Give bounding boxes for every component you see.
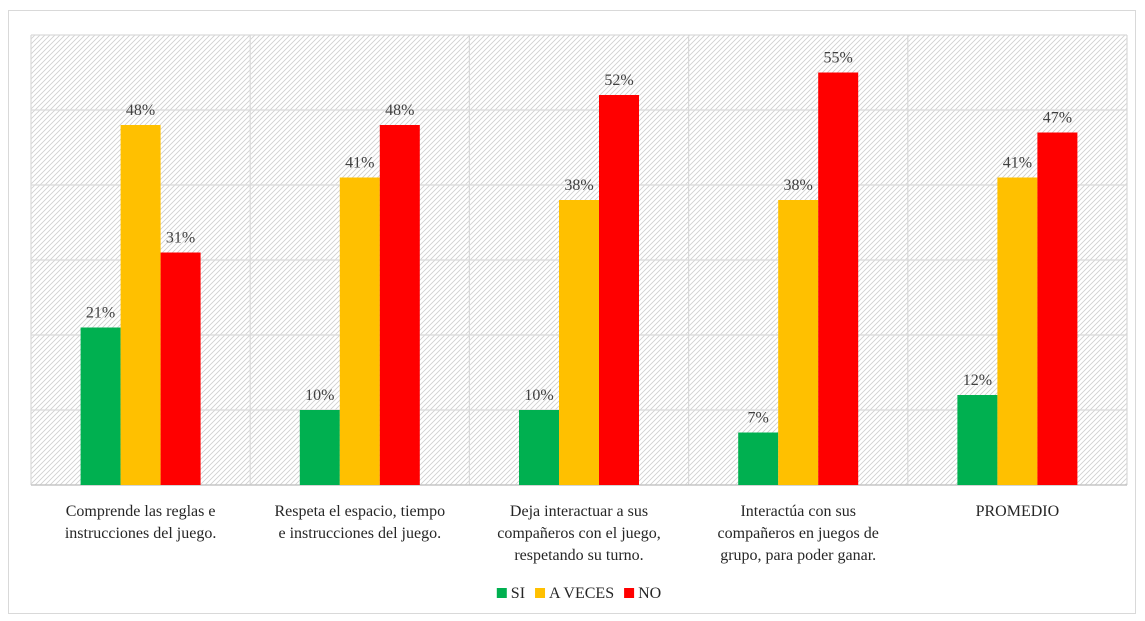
legend-label: NO bbox=[638, 585, 661, 602]
data-label: 10% bbox=[524, 387, 553, 404]
category-label: Interactúa con sus bbox=[740, 503, 856, 520]
bar-a-veces bbox=[997, 177, 1038, 485]
legend-swatch-no bbox=[624, 588, 635, 598]
data-label: 48% bbox=[126, 102, 155, 119]
bar-si bbox=[80, 327, 121, 485]
data-label: 41% bbox=[345, 155, 374, 172]
category-label: compañeros en juegos de bbox=[718, 525, 879, 542]
category-label: PROMEDIO bbox=[976, 503, 1060, 520]
bar-a-veces bbox=[559, 200, 599, 485]
data-label: 48% bbox=[385, 102, 414, 119]
data-label: 21% bbox=[86, 305, 115, 322]
data-label: 12% bbox=[963, 372, 992, 389]
data-label: 52% bbox=[604, 72, 633, 89]
data-label: 38% bbox=[784, 177, 813, 194]
bar-no bbox=[1037, 132, 1078, 485]
category-label: e instrucciones del juego. bbox=[278, 525, 441, 542]
category-label: instrucciones del juego. bbox=[65, 525, 217, 542]
category-label: Comprende las reglas e bbox=[66, 503, 216, 520]
legend-swatch-si bbox=[496, 588, 507, 598]
bar-no bbox=[160, 252, 201, 485]
data-label: 7% bbox=[748, 410, 769, 427]
bar-si bbox=[957, 395, 998, 485]
bar-a-veces bbox=[339, 177, 380, 485]
bar-a-veces bbox=[120, 125, 161, 485]
legend-label: SI bbox=[511, 585, 525, 602]
legend-swatch-a-veces bbox=[535, 588, 546, 598]
data-label: 10% bbox=[305, 387, 334, 404]
bar-si bbox=[738, 432, 779, 485]
data-label: 55% bbox=[824, 50, 853, 67]
bar-no bbox=[379, 125, 420, 485]
data-label: 38% bbox=[564, 177, 593, 194]
bar-si bbox=[299, 410, 340, 485]
bar-a-veces bbox=[778, 200, 819, 485]
category-label: compañeros con el juego, bbox=[497, 525, 661, 542]
legend-label: A VECES bbox=[549, 585, 614, 602]
data-label: 31% bbox=[166, 230, 195, 247]
data-label: 41% bbox=[1003, 155, 1032, 172]
bar-no bbox=[818, 72, 859, 485]
category-label: Respeta el espacio, tiempo bbox=[274, 503, 445, 520]
bar-no bbox=[599, 95, 639, 485]
category-label: respetando su turno. bbox=[514, 547, 643, 564]
data-label: 47% bbox=[1043, 110, 1072, 127]
bar-si bbox=[519, 410, 559, 485]
category-label: Deja interactuar a sus bbox=[510, 503, 648, 520]
category-label: grupo, para poder ganar. bbox=[720, 547, 876, 564]
